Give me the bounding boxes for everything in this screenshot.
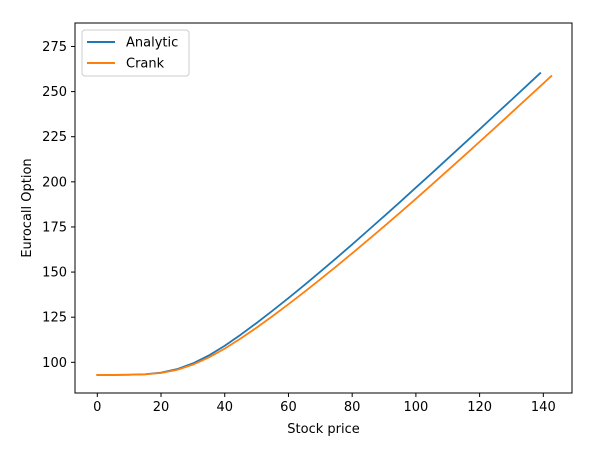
axes-frame — [74, 22, 573, 394]
legend-label-analytic: Analytic — [126, 36, 178, 51]
y-tick-label: 125 — [42, 311, 67, 326]
y-tick-label: 150 — [42, 266, 67, 281]
y-tick-label: 225 — [42, 130, 67, 145]
plot-area — [74, 22, 573, 394]
y-axis-ticks: 100 125 150 175 200 225 250 275 — [42, 40, 75, 371]
x-tick-label: 140 — [531, 400, 556, 415]
x-tick-label: 0 — [93, 400, 101, 415]
x-axis-label: Stock price — [287, 422, 359, 437]
x-tick-label: 60 — [280, 400, 297, 415]
x-tick-label: 100 — [403, 400, 428, 415]
legend-label-crank: Crank — [126, 57, 165, 72]
y-axis-label: Eurocall Option — [20, 158, 35, 257]
y-tick-label: 250 — [42, 85, 67, 100]
series-line-crank — [96, 74, 553, 376]
legend: Analytic Crank — [81, 29, 190, 77]
y-tick-label: 175 — [42, 220, 67, 235]
x-tick-label: 80 — [344, 400, 361, 415]
y-tick-label: 275 — [42, 40, 67, 55]
x-tick-label: 20 — [153, 400, 170, 415]
x-axis-ticks: 0 20 40 60 80 100 120 140 — [93, 393, 556, 415]
x-tick-label: 120 — [467, 400, 492, 415]
series-lines — [96, 71, 553, 376]
y-tick-label: 200 — [42, 175, 67, 190]
axes-background — [75, 23, 572, 393]
y-tick-label: 100 — [42, 356, 67, 371]
x-tick-label: 40 — [216, 400, 233, 415]
